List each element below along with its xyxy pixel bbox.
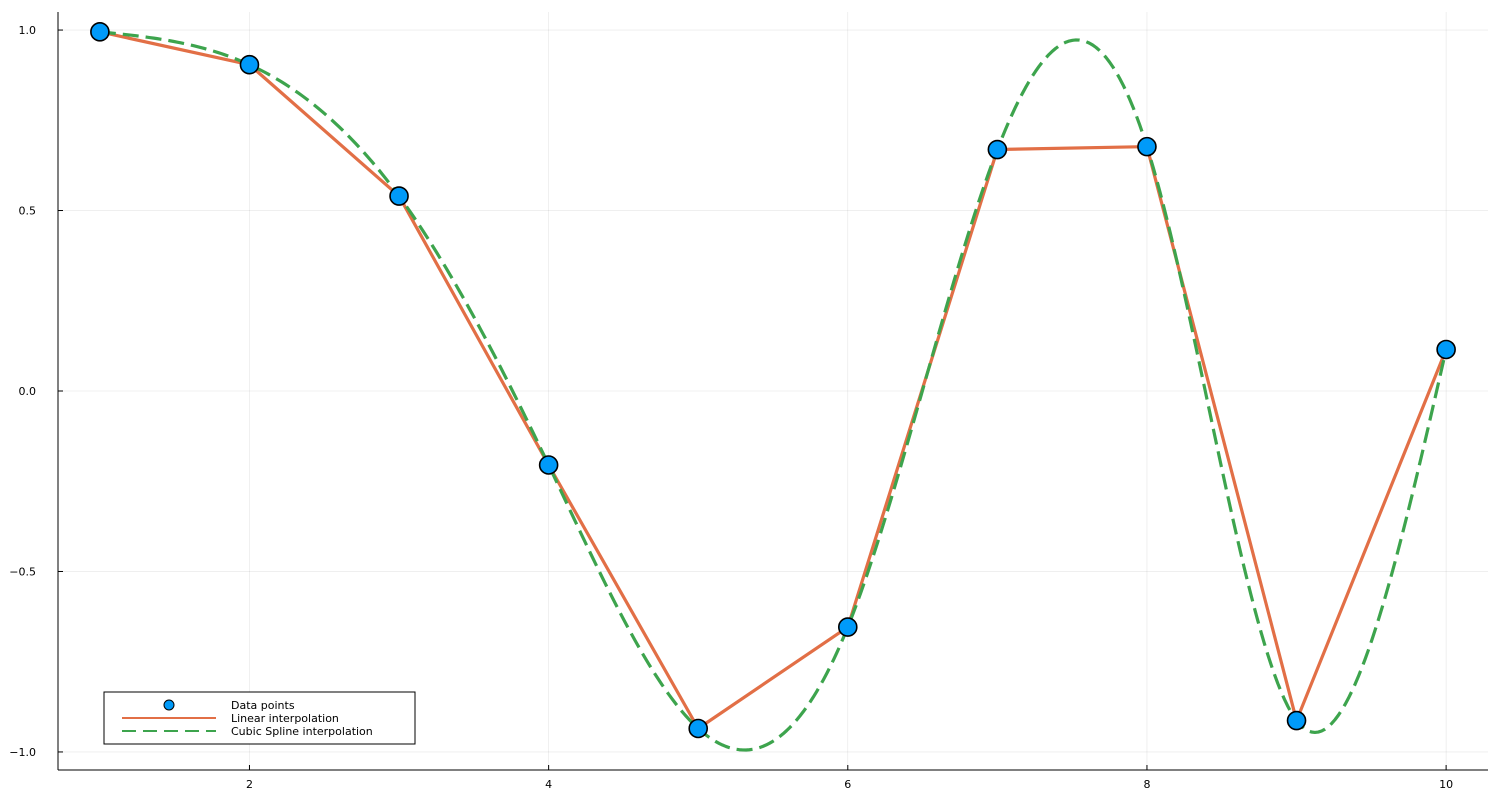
data-point: [1436, 339, 1456, 360]
y-tick-label: 0.5: [19, 205, 37, 218]
data-point: [1137, 136, 1157, 157]
spline-line: [99, 30, 1448, 752]
x-tick-label: 8: [1143, 778, 1150, 791]
data-point: [389, 186, 409, 206]
y-tick-label: 1.0: [19, 24, 37, 37]
linear-line: [99, 30, 1448, 731]
legend-marker: [163, 699, 175, 711]
x-tick-label: 6: [844, 778, 851, 791]
legend-label: Linear interpolation: [231, 712, 339, 725]
y-tick-label: −0.5: [9, 565, 36, 578]
data-point: [688, 718, 709, 739]
legend-label: Data points: [231, 699, 295, 712]
plot-background: [58, 12, 1488, 770]
legend-label: Cubic Spline interpolation: [231, 725, 373, 738]
data-point: [239, 54, 260, 75]
axes: 2 4 6 8 10 −1.0 −0.5 0.0 0.5 1.0: [9, 12, 1488, 791]
y-tick-label: 0.0: [19, 385, 37, 398]
data-point: [90, 22, 110, 42]
data-point: [538, 455, 559, 475]
series: [90, 22, 1456, 752]
x-tick-label: 4: [545, 778, 552, 791]
data-point: [987, 139, 1008, 160]
y-tick-label: −1.0: [9, 746, 36, 759]
data-point: [837, 617, 858, 637]
grid: [58, 12, 1488, 770]
x-tick-label: 10: [1439, 778, 1453, 791]
x-tick-label: 2: [246, 778, 253, 791]
data-point: [1286, 710, 1307, 731]
